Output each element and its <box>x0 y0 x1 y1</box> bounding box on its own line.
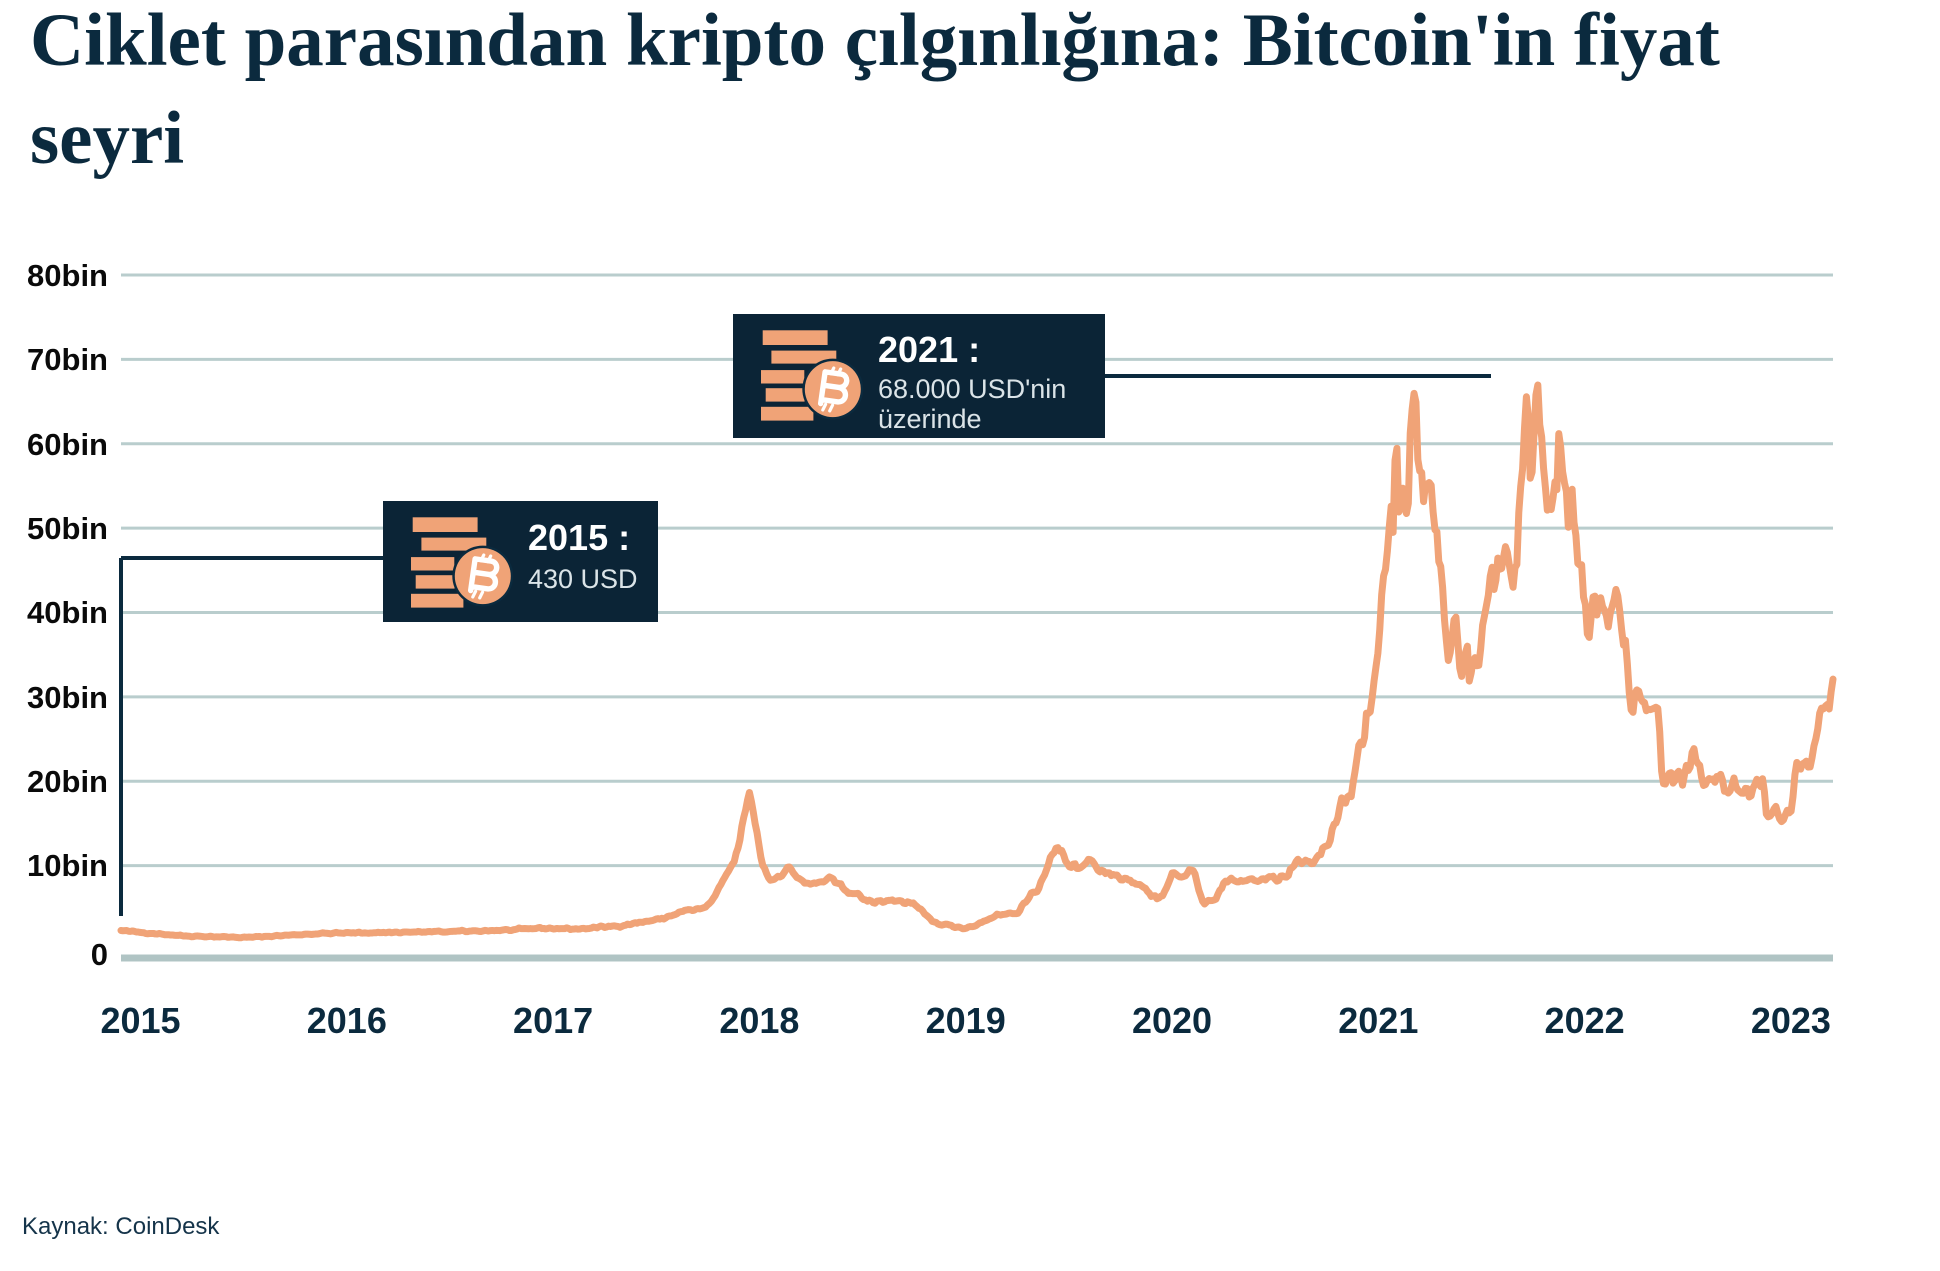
svg-text:üzerinde: üzerinde <box>878 404 982 434</box>
svg-text:430 USD: 430 USD <box>528 564 638 594</box>
svg-text:68.000 USD'nin: 68.000 USD'nin <box>878 374 1066 404</box>
svg-text:2021 :: 2021 : <box>878 329 980 370</box>
svg-text:2015 :: 2015 : <box>528 517 630 558</box>
